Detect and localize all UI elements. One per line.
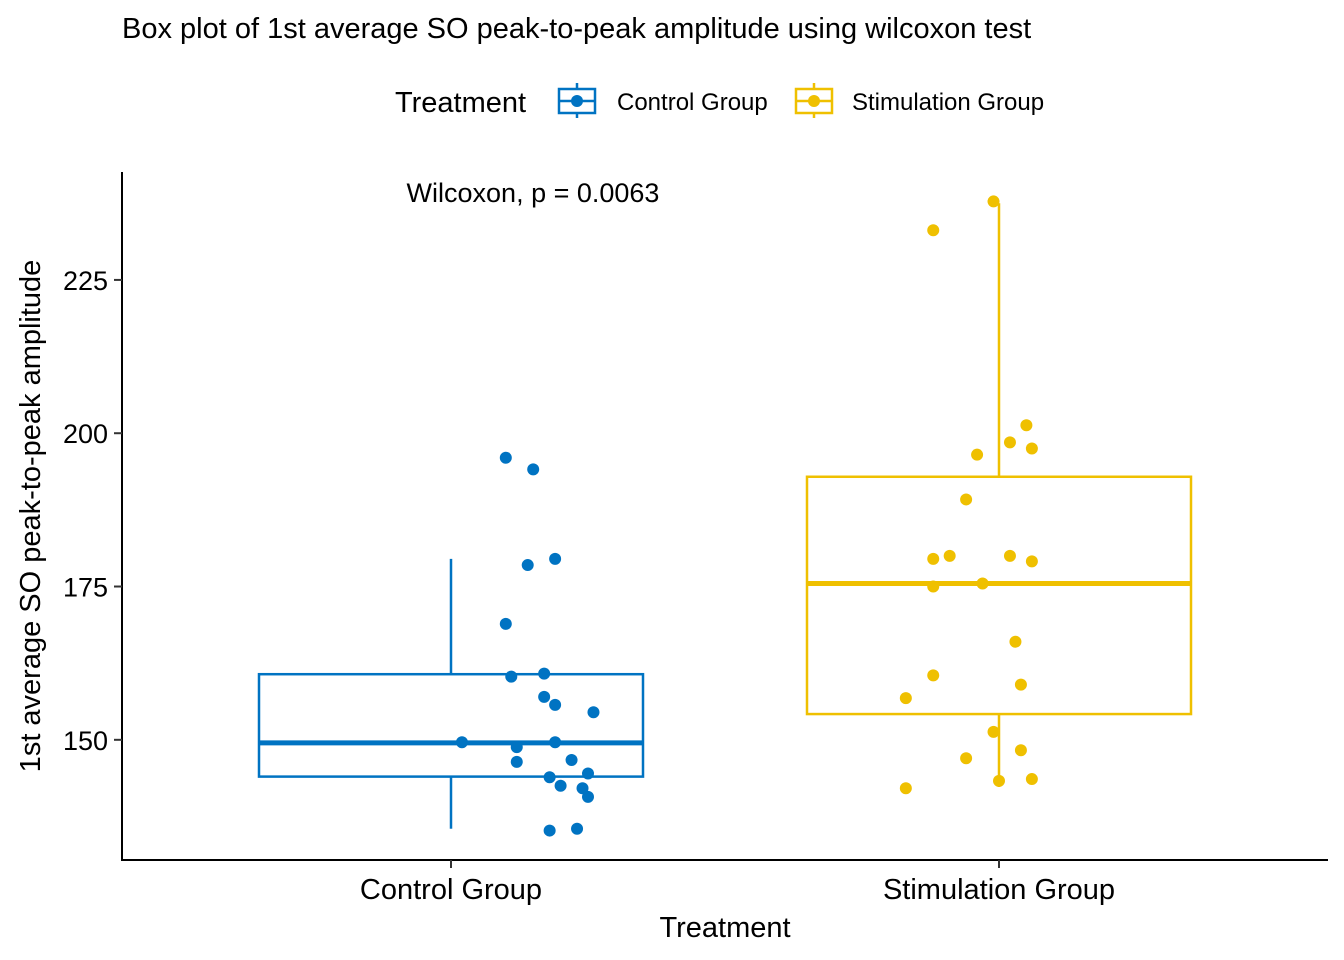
data-point — [505, 670, 518, 683]
data-point — [565, 754, 578, 767]
data-point — [499, 451, 512, 464]
data-point — [927, 669, 940, 682]
legend-key: Stimulation Group — [794, 83, 1044, 118]
data-point — [549, 736, 562, 749]
data-point — [976, 577, 989, 590]
data-point — [987, 725, 1000, 738]
data-point — [899, 692, 912, 705]
y-tick-label: 225 — [63, 266, 108, 296]
data-point — [455, 736, 468, 749]
data-point — [1025, 555, 1038, 568]
data-point — [538, 690, 551, 703]
box — [257, 672, 645, 778]
data-point — [538, 667, 551, 680]
x-axis-title: Treatment — [659, 912, 790, 944]
data-point — [1025, 442, 1038, 455]
data-point — [527, 463, 540, 476]
legend-key-point — [571, 95, 583, 107]
data-point — [571, 822, 584, 835]
box-group — [257, 451, 645, 837]
data-point — [943, 549, 956, 562]
data-point — [960, 752, 973, 765]
data-point — [1003, 549, 1016, 562]
data-point — [587, 706, 600, 719]
data-point — [987, 195, 1000, 208]
legend-key-point — [808, 95, 820, 107]
data-point — [510, 741, 523, 754]
legend-title: Treatment — [395, 87, 526, 119]
data-point — [1025, 773, 1038, 786]
y-axis-title: 1st average SO peak-to-peak amplitude — [15, 260, 47, 773]
data-point — [993, 774, 1005, 787]
plot-area — [257, 195, 1193, 837]
data-point — [1014, 744, 1027, 757]
data-point — [927, 580, 940, 593]
y-tick-label: 150 — [63, 726, 108, 756]
data-point — [971, 448, 984, 461]
data-point — [510, 755, 523, 768]
data-point — [960, 493, 973, 506]
y-tick-label: 200 — [63, 419, 108, 449]
data-point — [927, 224, 940, 237]
legend-keys: Control Group Stimulation Group — [557, 83, 1044, 118]
data-point — [1014, 678, 1027, 691]
data-point — [543, 771, 556, 784]
data-point — [521, 559, 534, 572]
data-point — [1020, 419, 1033, 432]
data-point — [549, 698, 562, 711]
data-point — [899, 782, 912, 795]
y-axis-ticks: 150 175 200 225 — [63, 266, 122, 756]
data-point — [499, 617, 512, 630]
legend-label: Stimulation Group — [852, 89, 1044, 116]
legend: Treatment Control Group Stimulation Group — [395, 83, 1044, 119]
legend-label: Control Group — [617, 89, 768, 116]
data-point — [927, 552, 940, 565]
stat-annotation: Wilcoxon, p = 0.0063 — [407, 178, 660, 208]
box-group — [805, 195, 1193, 795]
data-point — [543, 824, 556, 837]
data-point — [554, 779, 567, 792]
x-tick-label: Stimulation Group — [883, 874, 1115, 906]
data-point — [582, 790, 594, 803]
x-axis-ticks: Control Group Stimulation Group — [360, 860, 1115, 906]
x-tick-label: Control Group — [360, 874, 542, 906]
legend-key: Control Group — [557, 83, 768, 118]
data-point — [576, 782, 589, 795]
chart-title: Box plot of 1st average SO peak-to-peak … — [122, 13, 1031, 45]
data-point — [582, 767, 594, 780]
box — [805, 475, 1193, 716]
data-point — [549, 552, 562, 565]
data-point — [1009, 635, 1022, 648]
y-tick-label: 175 — [63, 573, 108, 603]
data-point — [1003, 436, 1016, 449]
